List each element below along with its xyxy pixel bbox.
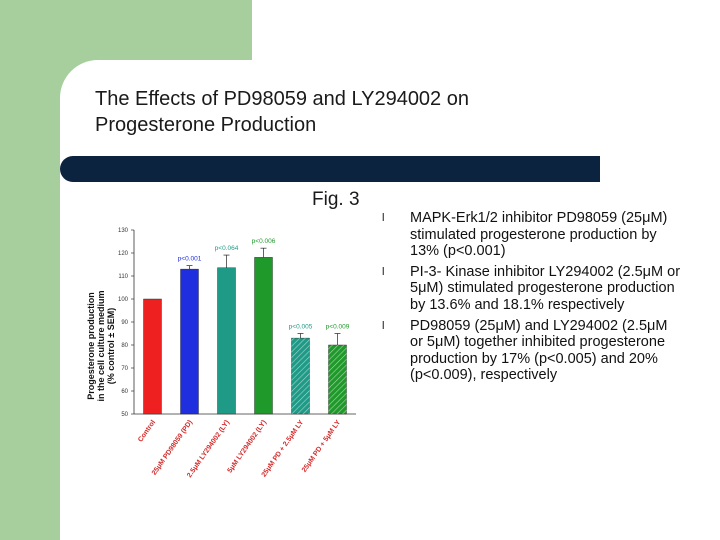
bullet-text: PD98059 (25μM) and LY294002 (2.5μM or 5μ… [410, 317, 668, 384]
significance-label: p<0.064 [215, 245, 239, 252]
bullet-item: l MAPK-Erk1/2 inhibitor PD98059 (25μM) st… [382, 210, 682, 260]
x-category-label: 25μM PD98059 (PD) [151, 419, 194, 477]
bar-hatch [291, 338, 310, 414]
y-axis-label: Progesterone production in the cell cult… [86, 290, 116, 401]
bar [143, 298, 162, 415]
bullet-list: l MAPK-Erk1/2 inhibitor PD98059 (25μM) st… [382, 210, 682, 388]
y-tick-label: 90 [121, 320, 128, 326]
slide-title-line-1: The Effects of PD98059 and LY294002 on [95, 88, 469, 110]
y-axis-label-line-1: Progesterone production [86, 292, 96, 400]
bullet-item: l PI-3- Kinase inhibitor LY294002 (2.5μM … [382, 264, 682, 314]
content-panel [60, 60, 720, 540]
slide-title-line-2: Progesterone Production [95, 114, 317, 136]
bar [180, 268, 199, 415]
bar-chart: Progesterone production in the cell cult… [86, 228, 356, 479]
y-tick-label: 120 [118, 251, 129, 257]
y-tick-label: 60 [121, 389, 128, 395]
y-tick-label: 110 [118, 274, 128, 280]
y-tick-label: 100 [118, 297, 129, 303]
x-category-label: 25μM PD + 2.5μM LY [261, 419, 306, 479]
figure-label: Fig. 3 [312, 189, 360, 210]
bar-hatch [328, 345, 347, 414]
bullet-text: MAPK-Erk1/2 inhibitor PD98059 (25μM) sti… [410, 210, 668, 260]
y-axis-label-line-3: (% control ± SEM) [106, 308, 116, 384]
title-underline-bar [60, 156, 600, 182]
slide-title: The Effects of PD98059 and LY294002 on P… [95, 86, 615, 138]
x-category-label: 5μM LY294002 (LY) [227, 419, 269, 474]
x-category-label: 2.5μM LY294002 (LY) [186, 419, 231, 479]
x-category-label: 25μM PD + 5μM LY [301, 419, 342, 474]
bullet-marker: l [382, 319, 385, 332]
significance-label: p<0.009 [326, 324, 350, 331]
bullet-marker: l [382, 265, 385, 278]
bullet-item: l PD98059 (25μM) and LY294002 (2.5μM or 5… [382, 318, 682, 384]
y-tick-label: 130 [118, 228, 129, 234]
bullet-text: PI-3- Kinase inhibitor LY294002 (2.5μM o… [410, 263, 681, 313]
significance-label: p<0.006 [252, 238, 276, 245]
bullet-marker: l [382, 212, 385, 224]
x-category-label: Control [137, 419, 157, 443]
y-tick-label: 80 [121, 343, 128, 349]
y-tick-label: 50 [121, 412, 128, 418]
bar [254, 257, 273, 415]
significance-label: p<0.005 [289, 324, 313, 331]
significance-label: p<0.001 [178, 256, 202, 263]
y-tick-label: 70 [121, 366, 128, 372]
y-axis-label-line-2: in the cell culture medium [96, 290, 106, 401]
bar [217, 267, 236, 415]
